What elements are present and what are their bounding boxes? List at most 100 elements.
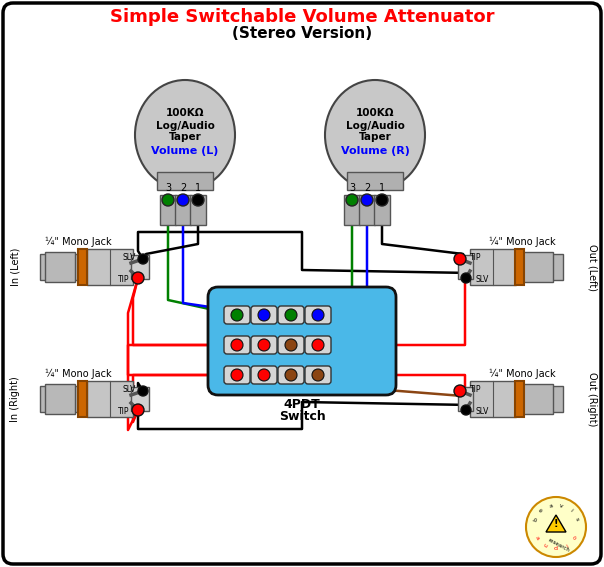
Bar — [515, 249, 524, 285]
Circle shape — [132, 404, 144, 416]
FancyBboxPatch shape — [224, 366, 250, 384]
Text: Volume (R): Volume (R) — [341, 146, 410, 156]
Bar — [131, 387, 149, 411]
Text: ¼" Mono Jack: ¼" Mono Jack — [489, 237, 555, 247]
Text: u: u — [542, 543, 548, 549]
Text: Out (Left): Out (Left) — [587, 243, 597, 290]
Circle shape — [312, 369, 324, 381]
FancyBboxPatch shape — [251, 336, 277, 354]
Bar — [131, 255, 149, 279]
FancyBboxPatch shape — [224, 336, 250, 354]
Circle shape — [162, 194, 174, 206]
Bar — [87, 249, 133, 285]
Circle shape — [285, 339, 297, 351]
Text: 3: 3 — [165, 183, 171, 193]
Text: research: research — [547, 537, 571, 553]
Bar — [40, 254, 80, 280]
Bar — [458, 387, 473, 411]
Text: a: a — [548, 503, 553, 509]
Text: d: d — [554, 547, 558, 552]
Circle shape — [454, 385, 466, 397]
Text: 100KΩ: 100KΩ — [356, 108, 394, 118]
Bar — [374, 195, 390, 225]
Text: TIP: TIP — [118, 407, 130, 416]
Text: 3: 3 — [349, 183, 355, 193]
Text: SLV: SLV — [123, 386, 136, 395]
Text: TIP: TIP — [471, 386, 482, 395]
Text: 100KΩ: 100KΩ — [165, 108, 204, 118]
Bar — [470, 381, 516, 417]
Text: ¼" Mono Jack: ¼" Mono Jack — [45, 237, 111, 247]
Circle shape — [312, 309, 324, 321]
Circle shape — [138, 254, 148, 264]
Bar — [160, 195, 176, 225]
Bar — [190, 195, 206, 225]
Text: ¼" Mono Jack: ¼" Mono Jack — [489, 369, 555, 379]
Circle shape — [454, 253, 466, 265]
Bar — [523, 384, 553, 414]
Text: 1: 1 — [379, 183, 385, 193]
Text: TIP: TIP — [471, 253, 482, 263]
Bar — [87, 381, 133, 417]
Text: 2: 2 — [180, 183, 186, 193]
Bar — [515, 381, 524, 417]
Text: s: s — [574, 517, 580, 522]
Text: 4PDT: 4PDT — [284, 399, 320, 412]
Circle shape — [258, 309, 270, 321]
Text: In (Right): In (Right) — [10, 376, 20, 422]
FancyBboxPatch shape — [3, 3, 601, 564]
Circle shape — [138, 386, 148, 396]
Text: !: ! — [554, 519, 558, 529]
Bar — [359, 195, 375, 225]
Bar — [523, 252, 553, 282]
Bar — [523, 386, 563, 412]
Bar — [470, 249, 516, 285]
FancyBboxPatch shape — [278, 336, 304, 354]
Bar — [78, 249, 87, 285]
Text: v: v — [559, 503, 564, 509]
Bar — [344, 195, 360, 225]
Text: TIP: TIP — [118, 274, 130, 284]
Bar — [523, 254, 563, 280]
Text: SLV: SLV — [475, 407, 489, 416]
Circle shape — [361, 194, 373, 206]
FancyBboxPatch shape — [305, 366, 331, 384]
Text: SLV: SLV — [123, 253, 136, 263]
Text: Simple Switchable Volume Attenuator: Simple Switchable Volume Attenuator — [110, 8, 494, 26]
FancyBboxPatch shape — [278, 306, 304, 324]
Text: i: i — [565, 543, 569, 549]
Bar — [347, 172, 403, 190]
Circle shape — [231, 369, 243, 381]
Circle shape — [258, 339, 270, 351]
Circle shape — [231, 309, 243, 321]
Text: Out (Right): Out (Right) — [587, 372, 597, 426]
Text: Log/Audio: Log/Audio — [345, 121, 405, 131]
Circle shape — [177, 194, 189, 206]
Text: a: a — [534, 535, 540, 541]
Circle shape — [285, 309, 297, 321]
Text: In (Left): In (Left) — [10, 248, 20, 286]
Circle shape — [461, 405, 471, 415]
FancyBboxPatch shape — [208, 287, 396, 395]
Circle shape — [285, 369, 297, 381]
Bar — [175, 195, 191, 225]
Text: 2: 2 — [364, 183, 370, 193]
Ellipse shape — [135, 80, 235, 190]
Bar — [78, 381, 87, 417]
Text: o: o — [572, 535, 578, 541]
Text: (Stereo Version): (Stereo Version) — [232, 26, 372, 40]
Circle shape — [526, 497, 586, 557]
Bar — [458, 255, 473, 279]
Circle shape — [461, 273, 471, 283]
Circle shape — [231, 339, 243, 351]
Text: Volume (L): Volume (L) — [152, 146, 219, 156]
Bar — [45, 252, 75, 282]
Bar — [157, 172, 213, 190]
FancyBboxPatch shape — [251, 306, 277, 324]
Text: 1: 1 — [195, 183, 201, 193]
Text: Switch: Switch — [278, 411, 326, 424]
Circle shape — [346, 194, 358, 206]
Bar — [45, 384, 75, 414]
Text: i: i — [568, 508, 573, 513]
Text: Taper: Taper — [359, 132, 391, 142]
